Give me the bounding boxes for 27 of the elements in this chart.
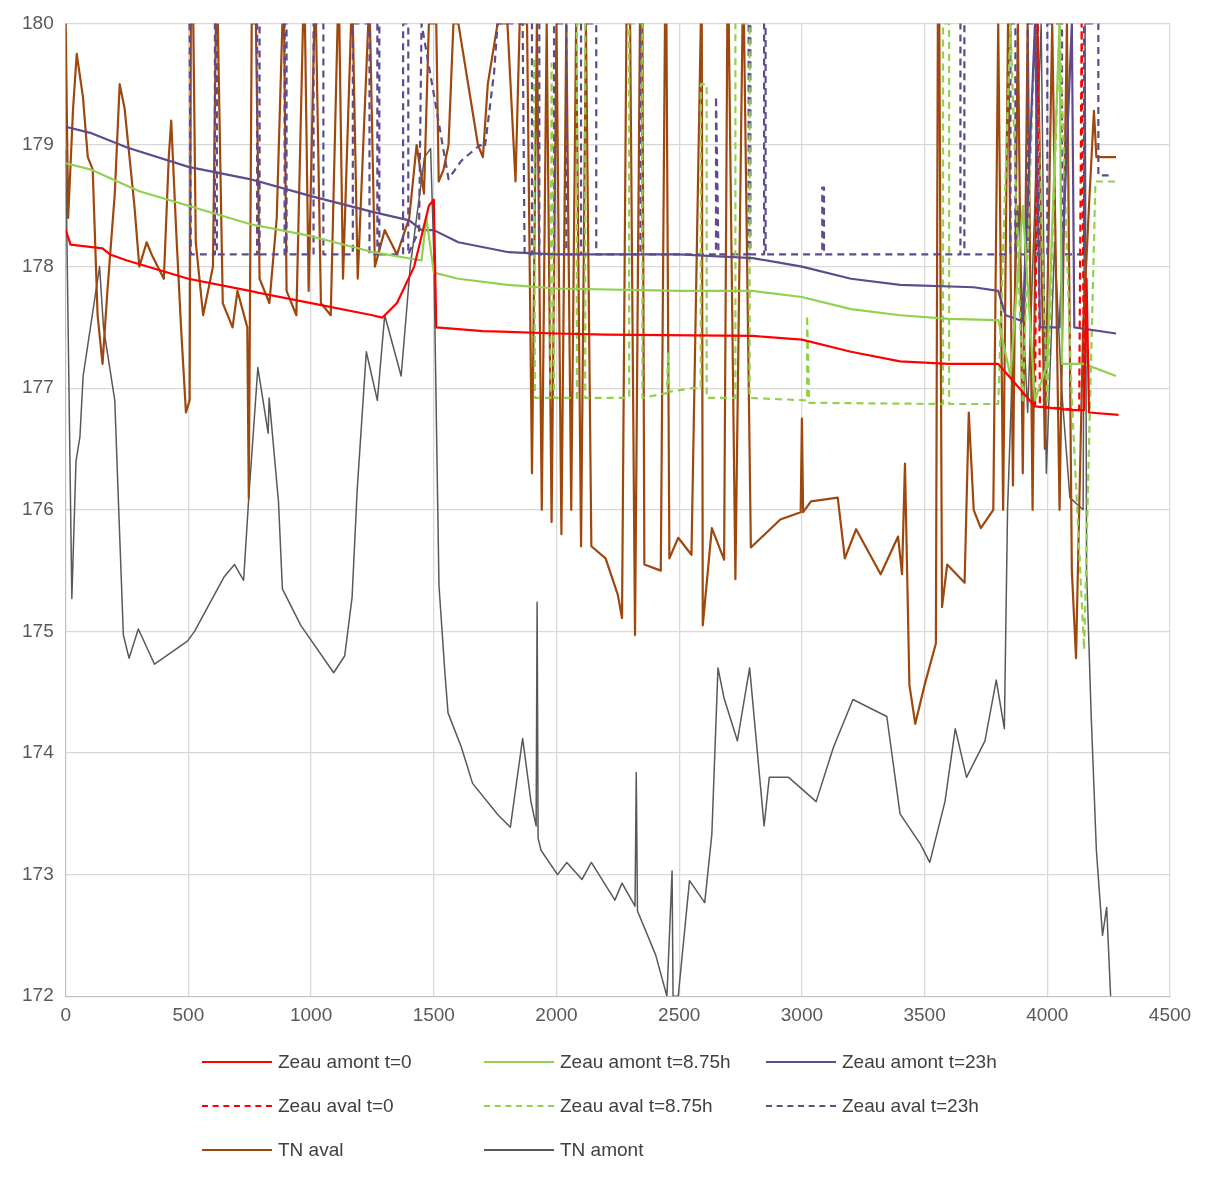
y-tick-label: 174 [22,741,55,763]
y-tick-label: 173 [22,862,54,884]
legend-label: Zeau amont t=23h [842,1051,997,1073]
x-tick-label: 1500 [412,1003,455,1025]
legend-label: Zeau amont t=8.75h [560,1051,731,1073]
x-tick-label: 1000 [289,1003,333,1025]
y-tick-label: 172 [22,984,54,1006]
x-tick-label: 3500 [903,1003,946,1025]
legend-label: Zeau aval t=8.75h [560,1095,713,1117]
y-tick-label: 179 [22,133,54,155]
y-tick-label: 177 [22,376,54,398]
x-tick-label: 4500 [1148,1003,1192,1025]
legend-label: Zeau amont t=0 [278,1051,412,1073]
y-tick-label: 178 [22,254,54,276]
legend-label: TN aval [278,1139,344,1161]
x-tick-label: 2500 [658,1003,701,1025]
legend-label: Zeau aval t=23h [842,1095,979,1117]
legend-label: TN amont [560,1139,644,1161]
x-tick-label: 500 [172,1003,205,1025]
x-tick-label: 2000 [535,1003,578,1025]
y-tick-label: 175 [22,619,54,641]
x-tick-label: 4000 [1026,1003,1069,1025]
x-tick-label: 0 [60,1003,71,1025]
legend-label: Zeau aval t=0 [278,1095,394,1117]
y-tick-label: 180 [22,11,54,33]
x-tick-label: 3000 [780,1003,824,1025]
y-tick-label: 176 [22,498,54,520]
